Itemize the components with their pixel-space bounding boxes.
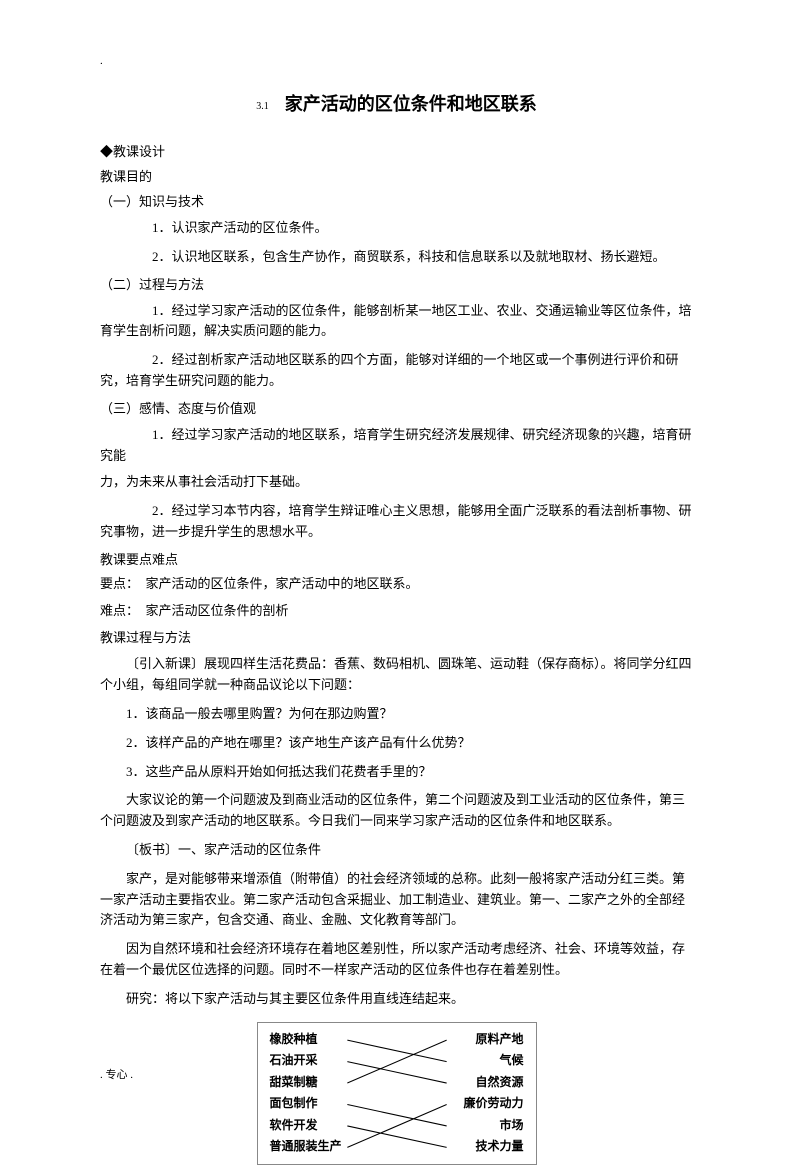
section-design: ◆教课设计 <box>100 141 693 160</box>
title-main: 家产活动的区位条件和地区联系 <box>285 94 537 114</box>
q1: 1．该商品一般去哪里购置？为何在那边购置？ <box>100 704 693 725</box>
title-line: 3.1 家产活动的区位条件和地区联系 <box>100 90 693 116</box>
diagram-row: 普通服装生产 技术力量 <box>270 1136 524 1158</box>
diagram-right-label: 技术力量 <box>475 1136 523 1158</box>
h3-1b: 力，为未来从事社会活动打下基础。 <box>100 472 693 493</box>
section-points: 教课要点难点 <box>100 549 693 568</box>
h3: （三）感情、态度与价值观 <box>100 398 693 417</box>
h2-2: 2．经过剖析家产活动地区联系的四个方面，能够对详细的一个地区或一个事例进行评价和… <box>100 350 693 392</box>
diagram-row: 甜菜制糖 自然资源 <box>270 1072 524 1094</box>
research: 研究：将以下家产活动与其主要区位条件用直线连结起来。 <box>100 989 693 1010</box>
diagram-left-label: 普通服装生产 <box>270 1136 342 1158</box>
intro: 〔引入新课〕展现四样生活花费品：香蕉、数码相机、圆珠笔、运动鞋（保存商标）。将同… <box>100 654 693 696</box>
discuss: 大家议论的第一个问题波及到商业活动的区位条件，第二个问题波及到工业活动的区位条件… <box>100 790 693 832</box>
h1-2: 2．认识地区联系，包含生产协作，商贸联系，科技和信息联系以及就地取材、扬长避短。 <box>100 247 693 268</box>
h3-1: 1．经过学习家产活动的地区联系，培育学生研究经济发展规律、研究经济现象的兴趣，培… <box>100 425 693 467</box>
title-prefix: 3.1 <box>256 101 269 112</box>
page-footer: . 专心 . <box>100 1066 133 1082</box>
points-2: 难点： 家产活动区位条件的剖析 <box>100 601 693 622</box>
diagram-right-label: 廉价劳动力 <box>463 1093 523 1115</box>
diagram-row: 石油开采 气候 <box>270 1050 524 1072</box>
h3-2: 2．经过学习本节内容，培育学生辩证唯心主义思想，能够用全面广泛联系的看法剖析事物… <box>100 501 693 543</box>
diagram-row: 面包制作 廉价劳动力 <box>270 1093 524 1115</box>
diagram-row: 橡胶种植 原料产地 <box>270 1029 524 1051</box>
h1-1: 1．认识家产活动的区位条件。 <box>100 218 693 239</box>
q3: 3．这些产品从原料开始如何抵达我们花费者手里的？ <box>100 762 693 783</box>
diagram-right-label: 自然资源 <box>475 1072 523 1094</box>
diagram-left-label: 石油开采 <box>270 1050 318 1072</box>
top-dot: . <box>100 55 103 67</box>
diagram-left-label: 甜菜制糖 <box>270 1072 318 1094</box>
h2-1: 1．经过学习家产活动的区位条件，能够剖析某一地区工业、农业、交通运输业等区位条件… <box>100 301 693 343</box>
section-process: 教课过程与方法 <box>100 627 693 646</box>
diagram-right-label: 原料产地 <box>475 1029 523 1051</box>
matching-diagram: 橡胶种植原料产地石油开采气候甜菜制糖自然资源面包制作廉价劳动力软件开发市场普通服… <box>257 1022 537 1165</box>
diagram-left-label: 软件开发 <box>270 1115 318 1137</box>
h2: （二）过程与方法 <box>100 274 693 293</box>
points-1: 要点： 家产活动的区位条件，家产活动中的地区联系。 <box>100 574 693 595</box>
industry: 家产，是对能够带来增添值（附带值）的社会经济领域的总称。此刻一般将家产活动分红三… <box>100 869 693 931</box>
diagram-row: 软件开发 市场 <box>270 1115 524 1137</box>
board: 〔板书〕一、家产活动的区位条件 <box>100 840 693 861</box>
q2: 2．该样产品的产地在哪里？该产地生产该产品有什么优势？ <box>100 733 693 754</box>
section-goal: 教课目的 <box>100 166 693 185</box>
diagram-left-label: 面包制作 <box>270 1093 318 1115</box>
diagram-right-label: 气候 <box>499 1050 523 1072</box>
diagram-left-label: 橡胶种植 <box>270 1029 318 1051</box>
because: 因为自然环境和社会经济环境存在着地区差别性，所以家产活动考虑经济、社会、环境等效… <box>100 939 693 981</box>
h1: （一）知识与技术 <box>100 191 693 210</box>
diagram-right-label: 市场 <box>499 1115 523 1137</box>
